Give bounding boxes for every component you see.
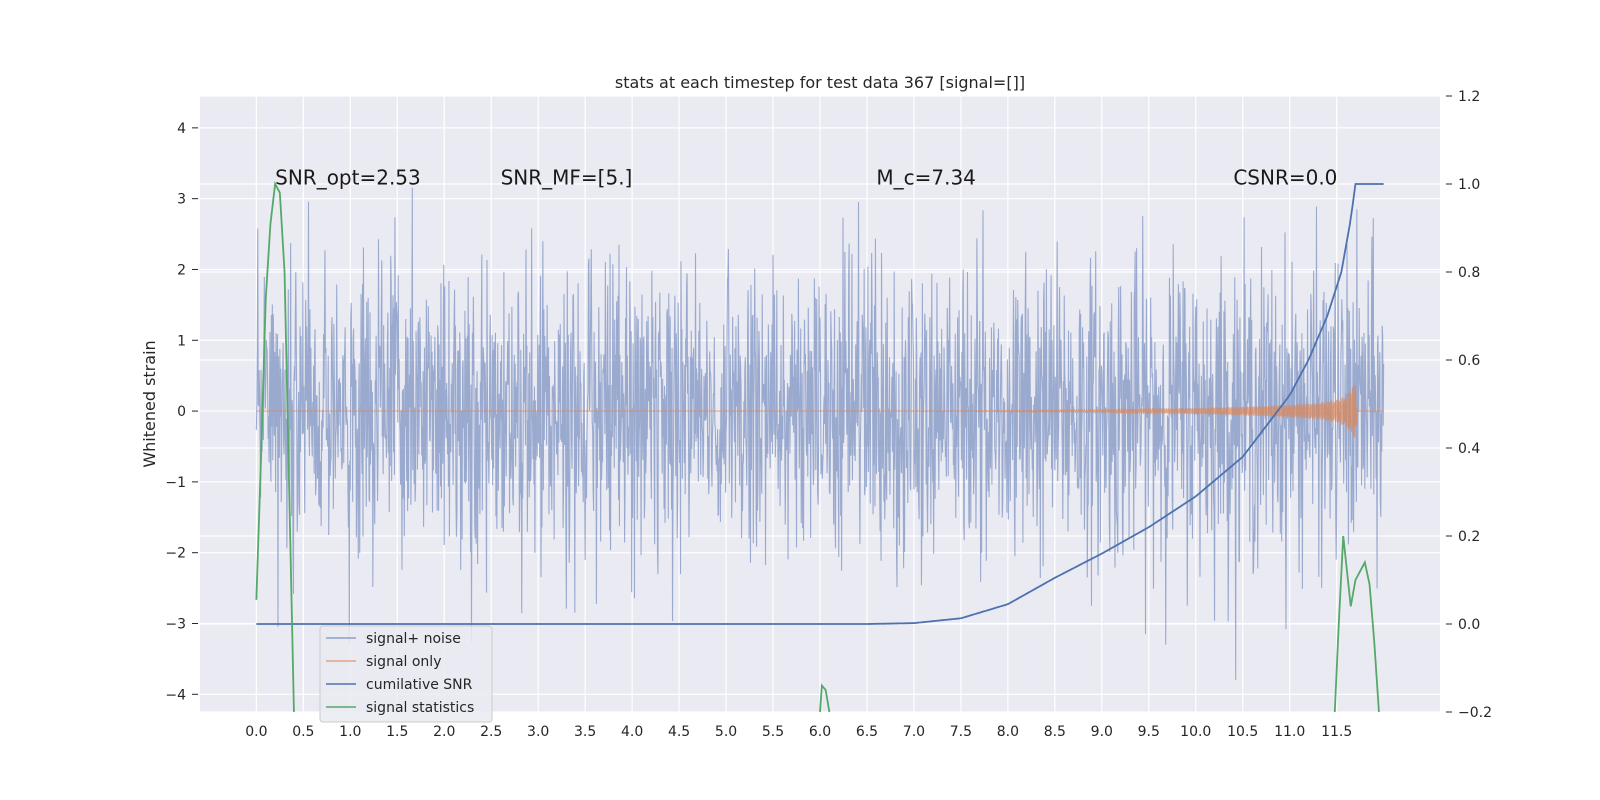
y-tick-label: −2 <box>165 546 186 562</box>
y-tick-label: −4 <box>165 687 186 703</box>
annotation-label: SNR_opt=2.53 <box>275 166 421 190</box>
annotation-label: M_c=7.34 <box>876 166 976 190</box>
series-signal-statistics <box>255 181 1380 712</box>
x-tick-label: 11.0 <box>1274 724 1305 740</box>
x-tick-label: 2.0 <box>433 724 455 740</box>
chart-title: stats at each timestep for test data 367… <box>615 73 1025 92</box>
x-tick-label: 0.0 <box>245 724 267 740</box>
series-signal-noise <box>255 187 1385 681</box>
plot-content <box>255 181 1385 712</box>
x-tick-label: 9.5 <box>1138 724 1160 740</box>
signal-only-line <box>256 384 1384 438</box>
x-tick-label: 7.5 <box>950 724 972 740</box>
x-tick-label: 10.5 <box>1227 724 1258 740</box>
x-tick-label: 2.5 <box>480 724 502 740</box>
y-axis-title: Whitened strain <box>140 340 159 467</box>
y2-tick-label: −0.2 <box>1458 705 1492 721</box>
y2-tick-label: 0.0 <box>1458 617 1480 633</box>
annotation-label: CSNR=0.0 <box>1233 166 1337 190</box>
x-tick-label: 6.5 <box>856 724 878 740</box>
legend: signal+ noise signal only cumilative SNR… <box>319 625 493 723</box>
x-tick-label: 5.5 <box>762 724 784 740</box>
y2-tick-label: 0.8 <box>1458 265 1480 281</box>
y2-axis-ticks: −0.2 0.0 0.2 0.4 0.6 0.8 1.0 1.2 <box>1446 89 1492 721</box>
y2-tick-label: 0.2 <box>1458 529 1480 545</box>
y-tick-label: 4 <box>177 121 186 137</box>
y2-tick-label: 0.6 <box>1458 353 1480 369</box>
x-tick-label: 11.5 <box>1321 724 1352 740</box>
signal-noise-line <box>255 187 1385 681</box>
x-tick-label: 3.5 <box>574 724 596 740</box>
x-tick-label: 9.0 <box>1091 724 1113 740</box>
legend-box <box>319 625 493 723</box>
y-tick-label: 1 <box>177 333 186 349</box>
y-tick-label: 2 <box>177 262 186 278</box>
legend-label-signal-noise: signal+ noise <box>366 631 461 647</box>
y2-tick-label: 1.0 <box>1458 177 1480 193</box>
series-signal-only <box>256 384 1384 438</box>
x-tick-label: 10.0 <box>1180 724 1211 740</box>
y-tick-label: 3 <box>177 192 186 208</box>
y-axis-ticks: −4 −3 −2 −1 0 1 2 3 4 <box>165 121 198 703</box>
series-cumilative-snr <box>256 183 1384 625</box>
x-tick-label: 8.0 <box>997 724 1019 740</box>
legend-label-signal-only: signal only <box>366 654 441 670</box>
signal-statistics-line <box>819 683 831 712</box>
x-tick-label: 6.0 <box>809 724 831 740</box>
x-tick-label: 1.5 <box>386 724 408 740</box>
x-tick-label: 1.0 <box>339 724 361 740</box>
y2-tick-label: 1.2 <box>1458 89 1480 105</box>
legend-label-signal-statistics: signal statistics <box>366 700 474 716</box>
x-tick-label: 3.0 <box>527 724 549 740</box>
annotations: SNR_opt=2.53 SNR_MF=[5.] M_c=7.34 CSNR=0.0 <box>275 166 1337 190</box>
y2-tick-label: 0.4 <box>1458 441 1480 457</box>
cumilative-snr-line <box>256 183 1384 625</box>
x-tick-label: 0.5 <box>292 724 314 740</box>
signal-statistics-line <box>255 181 295 712</box>
signal-statistics-line <box>1333 535 1380 712</box>
x-tick-label: 7.0 <box>903 724 925 740</box>
x-tick-label: 4.0 <box>621 724 643 740</box>
x-tick-label: 5.0 <box>715 724 737 740</box>
legend-label-cumilative-snr: cumilative SNR <box>366 677 473 693</box>
y-tick-label: −3 <box>165 616 186 632</box>
annotation-label: SNR_MF=[5.] <box>501 166 633 190</box>
y-tick-label: −1 <box>165 475 186 491</box>
y-tick-label: 0 <box>177 404 186 420</box>
x-axis-ticks: 0.0 0.5 1.0 1.5 2.0 2.5 3.0 3.5 4.0 4.5 5.0 5.5 6.0 6… <box>245 724 1352 740</box>
x-tick-label: 4.5 <box>668 724 690 740</box>
x-tick-label: 8.5 <box>1044 724 1066 740</box>
